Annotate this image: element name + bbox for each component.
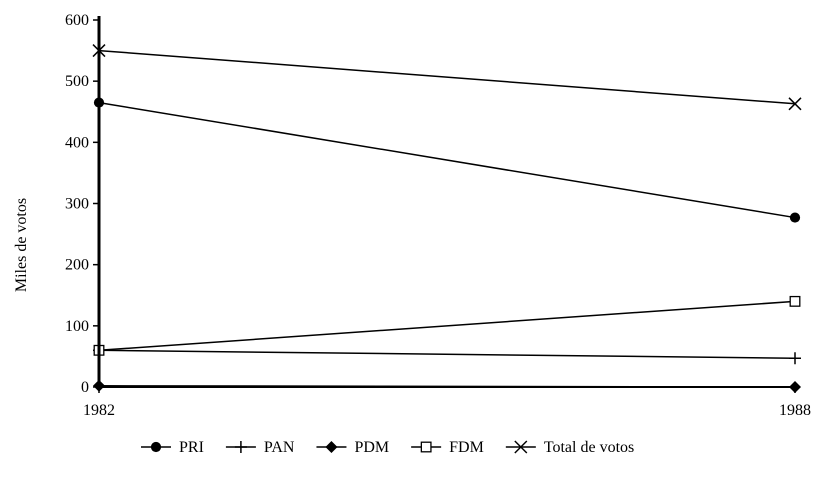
y-tick-label: 200: [65, 257, 89, 274]
legend-label: PRI: [179, 439, 204, 456]
series-line: [98, 101, 796, 219]
data-point: [789, 212, 801, 223]
legend-label: PAN: [264, 439, 295, 456]
legend-item: PRI: [141, 439, 204, 456]
series-line: [98, 349, 796, 360]
legend: PRI PAN PDM FDM Total de votos: [141, 439, 634, 456]
legend-marker: [420, 441, 432, 453]
y-axis-title: Miles de votos: [13, 198, 30, 292]
legend-item: PDM: [316, 439, 389, 456]
series-line: [98, 49, 796, 105]
series-pan: [93, 344, 801, 365]
series-pri: [93, 97, 801, 223]
legend-marker: [325, 441, 338, 453]
legend-item: Total de votos: [505, 439, 634, 456]
legend-label: FDM: [449, 439, 484, 456]
y-axis-ticks: 0 100 200 300 400 500 600: [65, 12, 99, 396]
data-point: [789, 352, 801, 365]
axes: [97, 16, 797, 389]
data-point: [789, 295, 801, 307]
legend-marker: [234, 441, 247, 453]
y-tick-label: 0: [81, 379, 89, 396]
y-tick-label: 100: [65, 318, 89, 335]
x-axis-ticks: 1982 1988: [83, 387, 811, 419]
series-fdm: [93, 295, 801, 356]
data-point: [788, 97, 802, 111]
y-tick-label: 400: [65, 134, 89, 151]
series-line: [98, 300, 796, 352]
legend-label: Total de votos: [544, 439, 634, 456]
x-tick-label: 1982: [83, 402, 115, 419]
legend-marker: [150, 441, 162, 453]
legend-item: FDM: [411, 439, 484, 456]
series-total-de-votos: [92, 44, 802, 111]
y-tick-label: 600: [65, 12, 89, 29]
series-layer: [92, 44, 802, 393]
legend-label: PDM: [354, 439, 389, 456]
y-tick-label: 500: [65, 73, 89, 90]
legend-marker: [514, 440, 528, 454]
legend-item: PAN: [225, 439, 295, 456]
x-tick-label: 1988: [779, 402, 811, 419]
y-tick-label: 300: [65, 196, 89, 213]
